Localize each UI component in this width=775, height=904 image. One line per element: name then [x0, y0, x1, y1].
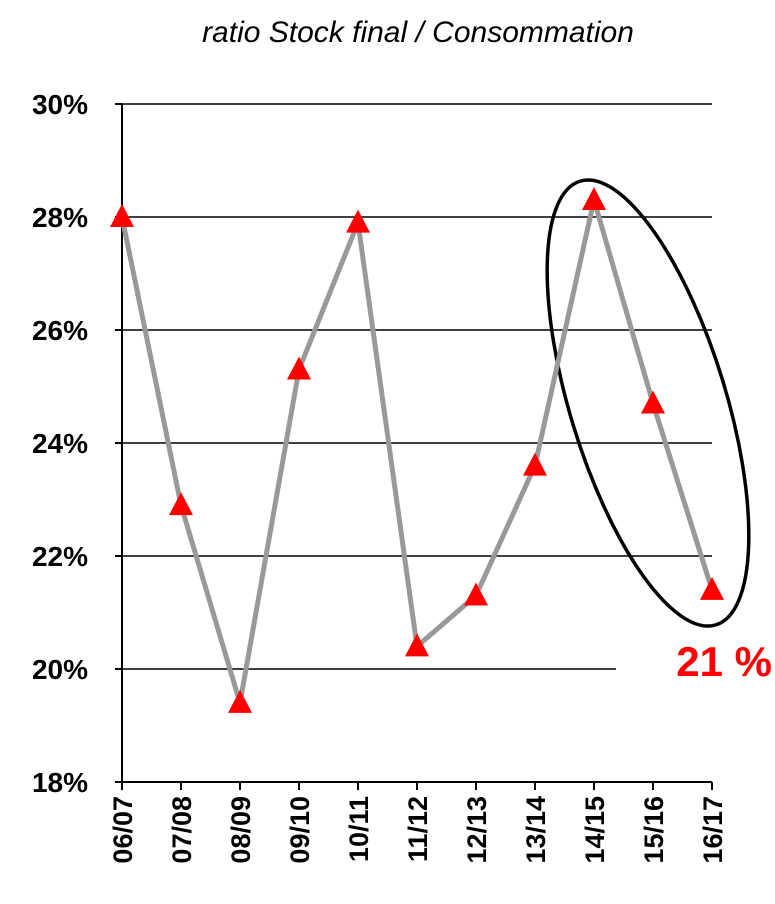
data-point	[169, 492, 193, 516]
y-tick-label: 24%	[32, 428, 88, 459]
data-point	[523, 452, 547, 476]
data-point	[641, 390, 665, 414]
x-tick-label: 11/12	[403, 796, 433, 862]
x-tick-label: 16/17	[698, 796, 728, 864]
x-tick-label: 08/09	[226, 796, 256, 864]
data-points	[110, 187, 724, 713]
data-point	[287, 356, 311, 380]
x-tick-label: 10/11	[344, 796, 374, 862]
data-point	[346, 209, 370, 233]
data-point	[464, 582, 488, 606]
x-tick-labels: 06/07 07/08 08/09 09/10 10/11 11/12 12/13 13/14…	[108, 796, 728, 864]
axes	[115, 103, 713, 790]
series-line-group	[119, 197, 715, 706]
data-point	[582, 187, 606, 211]
y-tick-label: 22%	[32, 541, 88, 572]
data-point	[110, 204, 134, 227]
y-tick-label: 28%	[32, 202, 88, 233]
data-point	[405, 633, 429, 657]
y-tick-label: 26%	[32, 315, 88, 346]
data-point	[228, 689, 252, 713]
gridlines	[122, 103, 712, 670]
series-line	[119, 197, 715, 706]
y-tick-label: 30%	[32, 89, 88, 120]
highlight-ellipse-group	[545, 178, 751, 628]
x-tick-label: 13/14	[521, 796, 551, 864]
y-tick-labels: 30% 28% 26% 24% 22% 20% 18%	[32, 89, 88, 798]
x-tick-label: 07/08	[167, 796, 197, 864]
y-tick-label: 20%	[32, 654, 88, 685]
y-tick-label: 18%	[32, 767, 88, 798]
highlight-ellipse	[545, 178, 751, 628]
x-tick-label: 09/10	[285, 796, 315, 864]
x-tick-label: 15/16	[639, 796, 669, 864]
x-tick-label: 12/13	[462, 796, 492, 864]
chart-title: ratio Stock final / Consommation	[202, 16, 634, 49]
x-tick-label: 14/15	[580, 796, 610, 864]
data-point	[700, 576, 724, 600]
x-tick-label: 06/07	[108, 796, 138, 864]
annotation-label: 21 %	[676, 638, 772, 685]
